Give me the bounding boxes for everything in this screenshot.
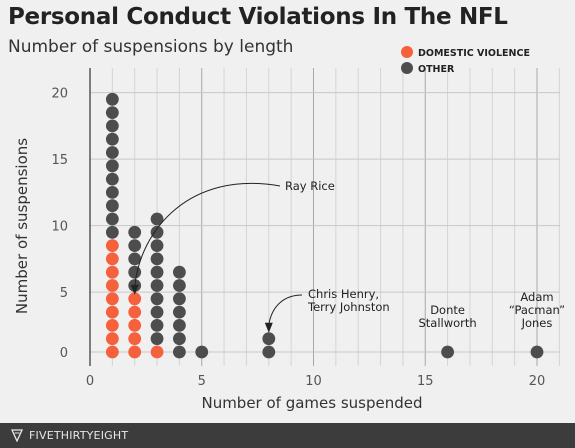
data-point-domestic-violence xyxy=(128,305,142,319)
data-point-domestic-violence xyxy=(105,319,119,332)
data-point-other xyxy=(150,212,164,226)
data-point-other xyxy=(105,119,119,133)
data-point-domestic-violence xyxy=(128,319,142,332)
data-point-other xyxy=(105,132,119,146)
data-point-other xyxy=(105,172,119,186)
data-point-other xyxy=(128,239,142,253)
data-point-other xyxy=(150,252,164,266)
annotation-adam-jones-line: “Pacman” xyxy=(509,303,565,317)
data-point-other xyxy=(530,345,544,359)
x-axis-title: Number of games suspended xyxy=(201,394,422,412)
data-point-domestic-violence xyxy=(105,305,119,319)
data-point-domestic-violence xyxy=(150,345,164,359)
y-axis-title: Number of suspensions xyxy=(13,138,31,314)
fivethirtyeight-logo-icon xyxy=(11,429,23,442)
data-point-other xyxy=(128,225,142,239)
data-point-domestic-violence xyxy=(105,279,119,292)
data-point-other xyxy=(441,345,454,359)
annotation-arrowhead xyxy=(130,284,139,295)
x-tick-label: 10 xyxy=(305,374,322,389)
data-point-other xyxy=(262,332,276,346)
data-point-other xyxy=(128,252,142,266)
data-point-other xyxy=(150,239,164,253)
x-tick-label: 0 xyxy=(86,374,94,389)
chart-title: Personal Conduct Violations In The NFL xyxy=(8,4,508,30)
annotation-adam-jones-line: Adam xyxy=(520,290,553,304)
annotation-chris-henry-line: Chris Henry, xyxy=(308,287,379,301)
legend-label: OTHER xyxy=(418,64,455,75)
data-point-other xyxy=(195,345,209,359)
data-point-other xyxy=(173,279,186,292)
annotation-adam-jones-line: Jones xyxy=(521,316,553,330)
annotation-ray-rice: Ray Rice xyxy=(285,179,335,193)
data-point-other xyxy=(173,319,186,332)
data-point-other xyxy=(105,212,119,226)
scatter-chart: 0 5 10 15 20 0 5 10 15 20 Number of games suspende… xyxy=(13,46,565,412)
data-point-other xyxy=(150,305,164,319)
x-tick-label: 5 xyxy=(198,374,206,389)
footer-brand: FIVETHIRTYEIGHT xyxy=(29,429,129,442)
x-tick-label: 15 xyxy=(417,374,434,389)
data-point-domestic-violence xyxy=(105,252,119,266)
annotation-chris-henry-line: Terry Johnston xyxy=(307,300,390,314)
data-point-domestic-violence xyxy=(128,332,142,346)
annotation-arrowhead xyxy=(264,322,273,333)
data-point-other xyxy=(173,332,186,346)
chart-subtitle: Number of suspensions by length xyxy=(8,37,294,57)
data-point-domestic-violence xyxy=(105,332,119,346)
data-point-domestic-violence xyxy=(105,292,119,306)
data-point-other xyxy=(105,199,119,213)
annotation-arrow xyxy=(134,182,281,287)
y-tick-label: 5 xyxy=(60,286,68,301)
data-point-domestic-violence xyxy=(105,345,119,359)
data-point-other xyxy=(150,265,164,279)
data-point-domestic-violence xyxy=(105,239,119,253)
data-point-domestic-violence xyxy=(105,265,119,279)
data-point-other xyxy=(150,225,164,239)
data-point-other xyxy=(173,292,186,306)
annotation-donte-stallworth-line: Donte xyxy=(430,303,465,317)
legend-marker xyxy=(401,62,413,74)
data-point-domestic-violence xyxy=(128,292,142,306)
y-tick-label: 20 xyxy=(51,87,68,102)
x-tick-label: 20 xyxy=(529,374,546,389)
data-point-other xyxy=(150,279,164,292)
data-point-other xyxy=(105,159,119,173)
y-tick-label: 15 xyxy=(51,153,68,168)
data-point-domestic-violence xyxy=(128,345,142,359)
data-point-other xyxy=(105,92,119,106)
annotation-donte-stallworth-line: Stallworth xyxy=(418,316,476,330)
data-point-other xyxy=(173,345,186,359)
legend-label: DOMESTIC VIOLENCE xyxy=(418,48,530,59)
y-tick-label: 0 xyxy=(60,346,68,361)
data-point-other xyxy=(150,292,164,306)
data-point-other xyxy=(105,106,119,119)
data-point-other xyxy=(105,186,119,199)
y-tick-label: 10 xyxy=(51,220,68,235)
footer-bar: FIVETHIRTYEIGHT xyxy=(0,423,575,448)
data-point-other xyxy=(105,225,119,239)
data-point-other xyxy=(173,265,186,279)
data-point-other xyxy=(173,305,186,319)
data-point-other xyxy=(105,146,119,159)
data-point-other xyxy=(262,345,276,359)
annotation-arrow xyxy=(268,294,303,325)
legend-marker xyxy=(401,46,413,58)
data-point-other xyxy=(150,319,164,332)
data-point-other xyxy=(128,265,142,279)
data-point-other xyxy=(150,332,164,346)
